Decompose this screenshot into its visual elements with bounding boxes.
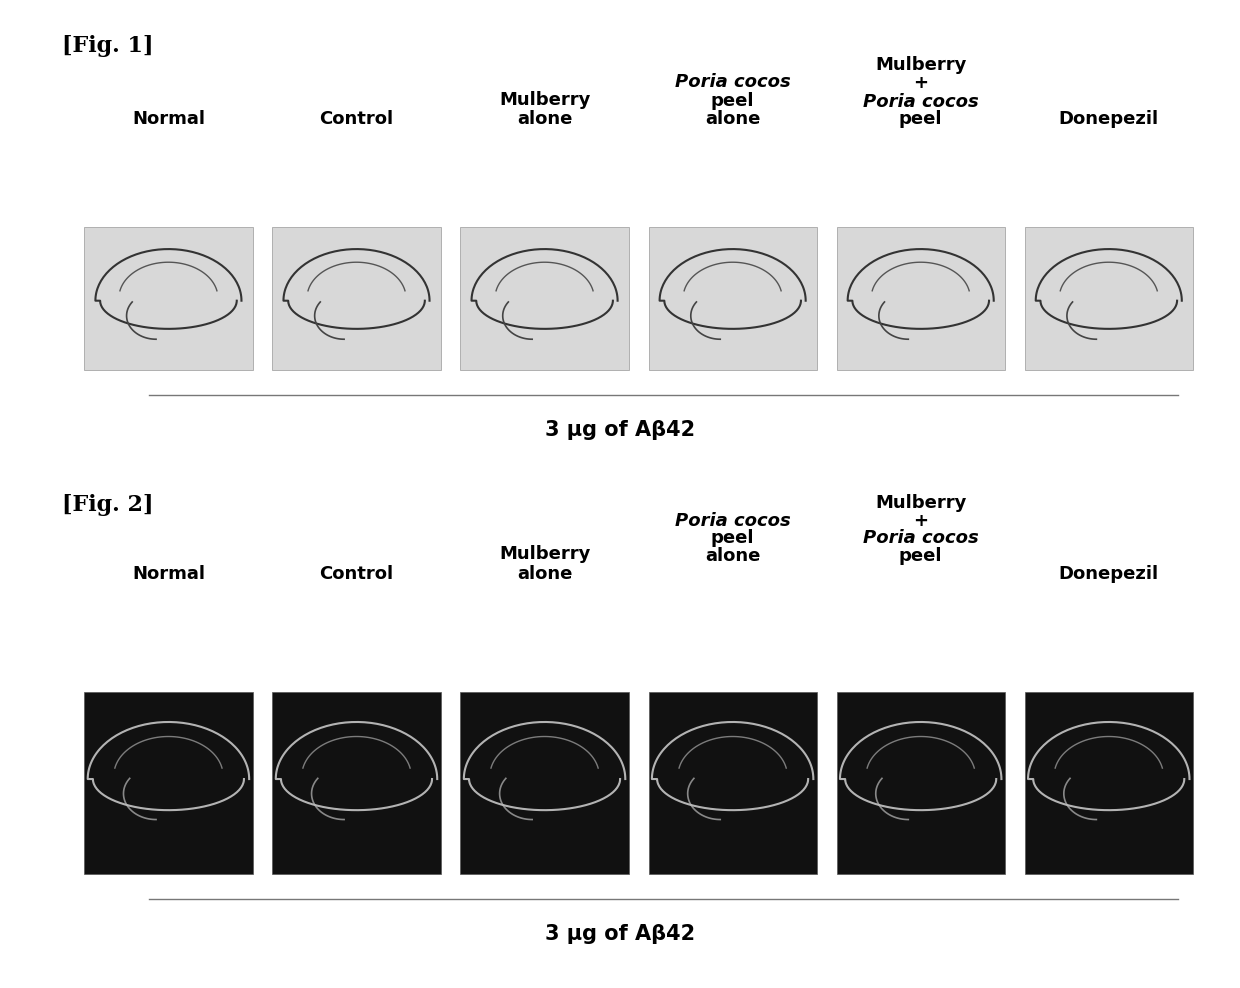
- FancyBboxPatch shape: [460, 227, 629, 370]
- Text: alone: alone: [706, 547, 760, 565]
- Text: alone: alone: [517, 565, 572, 583]
- Text: peel: peel: [711, 92, 754, 110]
- FancyBboxPatch shape: [273, 227, 440, 370]
- Text: peel: peel: [899, 547, 942, 565]
- Text: [Fig. 1]: [Fig. 1]: [62, 35, 154, 56]
- FancyBboxPatch shape: [837, 227, 1004, 370]
- FancyBboxPatch shape: [837, 692, 1004, 874]
- Text: Poria cocos: Poria cocos: [675, 512, 791, 530]
- Text: Poria cocos: Poria cocos: [863, 530, 978, 547]
- Text: alone: alone: [706, 111, 760, 128]
- Text: Mulberry: Mulberry: [875, 56, 966, 74]
- Text: Mulberry: Mulberry: [498, 545, 590, 563]
- FancyBboxPatch shape: [1024, 692, 1193, 874]
- Text: Control: Control: [320, 565, 393, 583]
- Text: Mulberry: Mulberry: [498, 91, 590, 109]
- Text: Donepezil: Donepezil: [1059, 111, 1159, 128]
- Text: Normal: Normal: [131, 565, 205, 583]
- Text: 3 μg of Aβ42: 3 μg of Aβ42: [544, 420, 696, 440]
- Text: peel: peel: [711, 530, 754, 547]
- FancyBboxPatch shape: [84, 227, 253, 370]
- Text: Poria cocos: Poria cocos: [863, 93, 978, 111]
- FancyBboxPatch shape: [460, 692, 629, 874]
- Text: alone: alone: [517, 111, 572, 128]
- FancyBboxPatch shape: [649, 692, 817, 874]
- Text: Normal: Normal: [131, 111, 205, 128]
- Text: +: +: [913, 74, 929, 92]
- Text: Poria cocos: Poria cocos: [675, 73, 791, 91]
- Text: 3 μg of Aβ42: 3 μg of Aβ42: [544, 924, 696, 944]
- Text: +: +: [913, 512, 929, 530]
- Text: [Fig. 2]: [Fig. 2]: [62, 494, 154, 516]
- FancyBboxPatch shape: [649, 227, 817, 370]
- FancyBboxPatch shape: [273, 692, 440, 874]
- Text: Donepezil: Donepezil: [1059, 565, 1159, 583]
- FancyBboxPatch shape: [84, 692, 253, 874]
- Text: Control: Control: [320, 111, 393, 128]
- Text: peel: peel: [899, 111, 942, 128]
- FancyBboxPatch shape: [1024, 227, 1193, 370]
- Text: Mulberry: Mulberry: [875, 494, 966, 512]
